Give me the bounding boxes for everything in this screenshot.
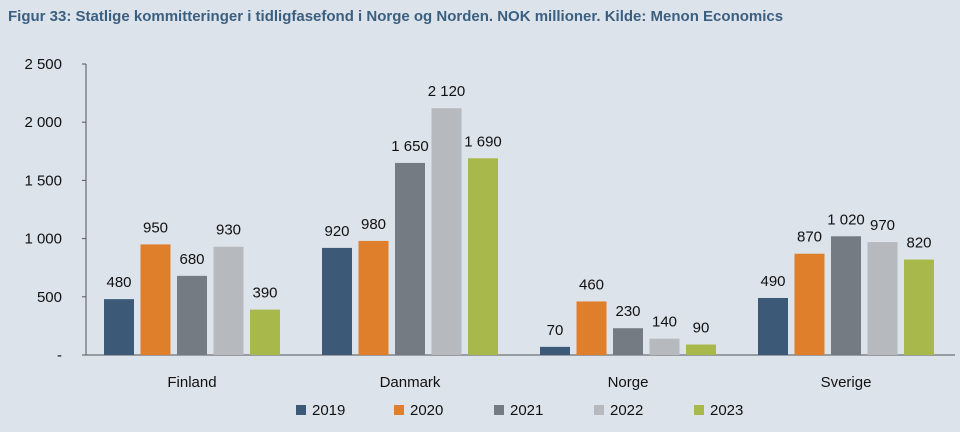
legend-swatch-2020 [394,405,404,415]
bar-2021-norge [613,328,643,355]
bar-2019-finland [104,299,134,355]
legend-swatch-2022 [594,405,604,415]
data-label: 460 [579,276,604,293]
bar-2021-sverige [831,236,861,355]
legend-label: 2023 [710,402,743,419]
y-tick-label: 500 [37,289,62,306]
data-label: 870 [797,229,822,246]
data-label: 1 690 [464,133,502,150]
y-tick-label: 2 000 [24,114,62,131]
chart-title: Figur 33: Statlige kommitteringer i tidl… [8,8,784,25]
y-tick-label: 2 500 [24,56,62,73]
bar-2020-danmark [358,240,389,355]
data-label: 930 [216,222,241,239]
data-label: 920 [324,223,349,240]
category-label: Finland [167,374,216,391]
bar-2022-norge [649,338,680,355]
bar-2021-danmark [395,162,425,355]
bar-2019-danmark [322,247,352,355]
category-label: Sverige [821,374,872,391]
data-label: 480 [106,274,131,291]
legend-label: 2022 [610,402,643,419]
category-label: Norge [608,374,649,391]
bar-2022-sverige [867,242,898,355]
legend-label: 2019 [312,402,345,419]
bar-2020-sverige [794,253,825,355]
data-label: 140 [652,314,677,331]
legend-label: 2020 [410,402,443,419]
bar-2020-norge [576,301,607,355]
legend-swatch-2019 [296,405,306,415]
data-label: 950 [143,219,168,236]
legend-label: 2021 [510,402,543,419]
data-label: 230 [615,303,640,320]
data-label: 1 650 [391,138,429,155]
legend-swatch-2021 [494,405,504,415]
data-label: 1 020 [827,211,865,228]
data-label: 680 [179,251,204,268]
category-label: Danmark [380,374,441,391]
data-label: 490 [760,273,785,290]
bar-2019-norge [540,346,570,355]
data-label: 980 [361,216,386,233]
bar-2022-danmark [431,108,462,356]
bar-2023-finland [250,309,280,355]
data-label: 820 [906,235,931,252]
bar-2019-sverige [758,297,788,355]
data-label: 90 [693,320,710,337]
y-tick-label: 1 500 [24,172,62,189]
data-label: 2 120 [428,83,466,100]
legend-swatch-2023 [694,405,704,415]
data-label: 70 [547,322,564,339]
bar-2021-finland [177,275,207,355]
bar-2020-finland [140,244,171,355]
bar-2023-sverige [904,259,934,355]
data-label: 390 [252,285,277,302]
bar-2022-finland [213,246,244,355]
y-tick-label: 1 000 [24,231,62,248]
bar-2023-norge [686,344,716,355]
bar-2023-danmark [468,158,498,355]
data-label: 970 [870,217,895,234]
y-tick-label: - [57,347,62,364]
